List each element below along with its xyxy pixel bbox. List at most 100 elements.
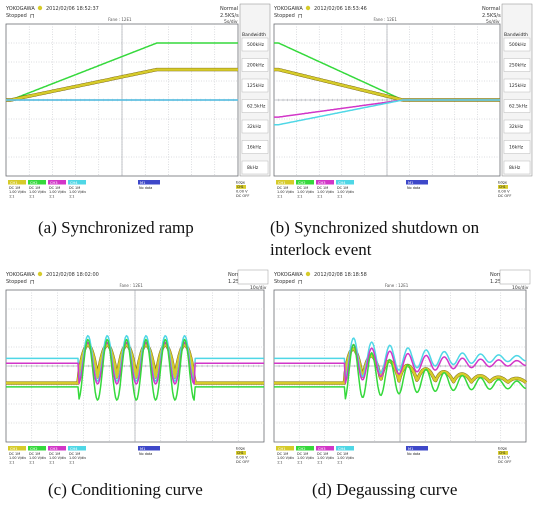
channel-setting: 1:1 [69, 460, 74, 464]
caption-c: (c) Conditioning curve [48, 480, 203, 499]
channel-setting: DC 1M [317, 186, 328, 190]
trigger-source-tag [236, 185, 246, 189]
bandwidth-option: 62.5kHz [247, 104, 266, 110]
timebase-label: 5s/div [224, 19, 238, 25]
status-label: Stopped [6, 279, 27, 285]
sun-icon [305, 5, 311, 11]
timebase-label: 5s/div [486, 19, 500, 25]
channel-tag-ch3 [316, 180, 334, 185]
status-label: Stopped [274, 279, 295, 285]
channel-setting: 1:1 [277, 460, 282, 464]
trace-ch4 [274, 337, 527, 381]
acq-mode-label: Normal [490, 272, 508, 278]
bandwidth-option-box [241, 140, 269, 154]
channel-setting: 1.00 V/div [29, 456, 46, 460]
bandwidth-option: 125kHz [247, 83, 265, 89]
channel-setting: 1.00 V/div [49, 456, 66, 460]
channel-tag-label: CH4 [338, 447, 346, 451]
trigger-level: 0.00 V [498, 190, 510, 194]
channel-tag-label: CH3 [318, 181, 326, 185]
channel-tag-label: CH2 [298, 447, 306, 451]
scope-screenshot-c: YOKOGAWA Stopped 2012/02/08 18:02:00 Fane :… [4, 268, 274, 468]
side-box [237, 269, 269, 285]
trigger-mode: Edge [498, 447, 508, 451]
trigger-coupling: DC OFF [498, 460, 511, 464]
channel-tag-ch2 [296, 446, 314, 451]
channel-tag-ch1 [276, 180, 294, 185]
channel-setting: 1:1 [29, 460, 34, 464]
channel-setting: 1:1 [337, 194, 342, 198]
record-label: Fane : 12E1 [120, 283, 144, 288]
channel-tag-label: CH1 [278, 447, 286, 451]
channel-setting: 1.00 V/div [317, 456, 334, 460]
bandwidth-option: 250kHz [509, 63, 527, 69]
channel-tag-ch2 [28, 180, 46, 185]
channel-setting: DC 1M [317, 452, 328, 456]
math-tag-label: M1 [140, 181, 145, 185]
channel-setting: 1:1 [317, 194, 322, 198]
channel-setting: 1:1 [297, 460, 302, 464]
channel-tag-ch4 [68, 446, 86, 451]
trace-ch3 [6, 341, 264, 385]
trigger-coupling: DC OFF [236, 460, 249, 464]
trace-ch1 [5, 343, 265, 385]
channel-setting: 1.00 V/div [297, 190, 314, 194]
caption-b: (b) Synchronized shutdown on interlock e… [270, 217, 536, 261]
channel-setting: DC 1M [69, 452, 80, 456]
channel-tag-ch3 [48, 180, 66, 185]
channel-tag-label: CH3 [318, 447, 326, 451]
channel-tag-ch1 [276, 446, 294, 451]
channel-setting: 1:1 [317, 460, 322, 464]
channel-setting: 1.00 V/div [297, 456, 314, 460]
math-tag [138, 446, 160, 451]
side-box [499, 269, 531, 285]
channel-setting: 1:1 [337, 460, 342, 464]
bandwidth-option-box [241, 78, 269, 93]
acq-mode-label: Normal [482, 6, 500, 12]
channel-tag-ch2 [296, 180, 314, 185]
bandwidth-option-box [503, 99, 531, 113]
math-tag [406, 180, 428, 185]
math-tag-label: M1 [140, 447, 145, 451]
trigger-source-tag [498, 451, 508, 455]
channel-setting: DC 1M [277, 452, 288, 456]
scope-screenshot-a: YOKOGAWA Stopped 2012/02/06 18:52:37 Fane :… [4, 2, 274, 202]
trigger-marker: ⊓ [30, 279, 35, 286]
trigger-marker: ⊓ [298, 13, 303, 20]
datetime-label: 2012/02/08 18:02:00 [46, 272, 99, 278]
channel-setting: 1:1 [49, 460, 54, 464]
trace-ch1 [5, 68, 239, 102]
trace-ch4 [6, 334, 264, 382]
channel-setting: DC 1M [9, 452, 20, 456]
channel-setting: 1:1 [29, 194, 34, 198]
channel-setting: DC 1M [69, 186, 80, 190]
datetime-label: 2012/02/06 18:53:46 [314, 6, 367, 12]
bandwidth-option-box [503, 78, 531, 93]
datetime-label: 2012/02/06 18:52:37 [46, 6, 99, 12]
trace-ch1 [273, 347, 527, 385]
timebase-label: 10s/div [512, 285, 529, 291]
trigger-source: CH1 [237, 185, 244, 189]
channel-setting: DC 1M [49, 452, 60, 456]
brand-label: YOKOGAWA [273, 6, 303, 12]
sun-icon [37, 5, 43, 11]
trigger-source: CH1 [499, 451, 506, 455]
acq-mode-label: Normal [220, 6, 238, 12]
channel-setting: 1:1 [277, 194, 282, 198]
trace-ch2 [6, 42, 238, 101]
channel-setting: 1.00 V/div [277, 190, 294, 194]
brand-label: YOKOGAWA [273, 272, 303, 278]
bandwidth-option: 125kHz [509, 83, 527, 89]
status-label: Stopped [274, 13, 295, 19]
trace-ch3 [274, 343, 527, 384]
trigger-source: CH1 [237, 451, 244, 455]
channel-tag-label: CH4 [338, 181, 346, 185]
caption-d: (d) Degaussing curve [312, 480, 458, 499]
channel-tag-label: CH1 [278, 181, 286, 185]
bandwidth-option-box [503, 119, 531, 134]
bandwidth-option: 16kHz [247, 145, 262, 151]
datetime-label: 2012/02/08 18:18:58 [314, 272, 367, 278]
channel-tag-label: CH2 [298, 181, 306, 185]
channel-tag-ch4 [336, 446, 354, 451]
